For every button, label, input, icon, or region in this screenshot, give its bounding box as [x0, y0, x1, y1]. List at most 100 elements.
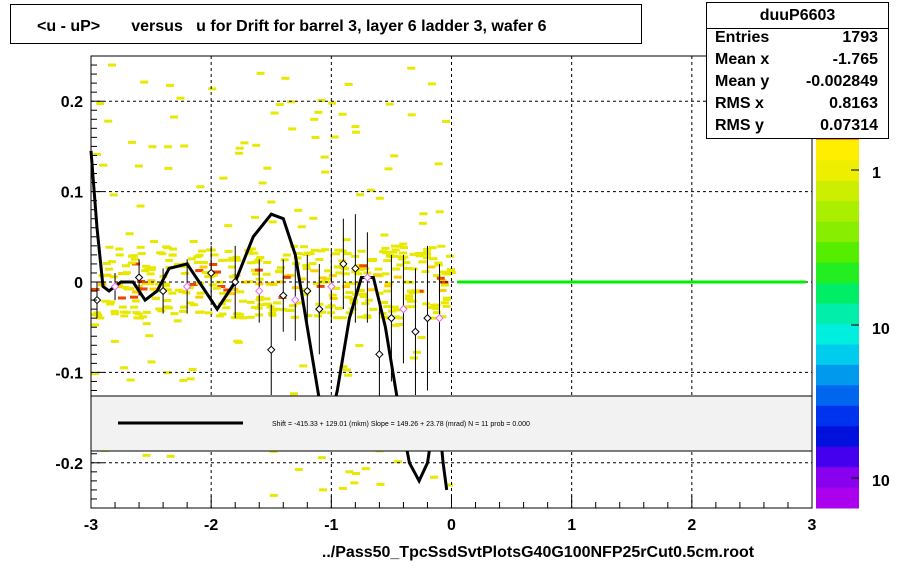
heatmap-cell	[304, 314, 313, 318]
heatmap-cell	[137, 279, 146, 283]
palette-band	[816, 364, 859, 386]
heatmap-cell	[366, 188, 375, 192]
heatmap-cell	[356, 288, 365, 292]
heatmap-cell	[403, 267, 412, 271]
heatmap-cell	[429, 257, 438, 261]
heatmap-cell	[187, 257, 196, 261]
heatmap-cell	[257, 303, 266, 307]
palette-band	[816, 426, 859, 448]
heatmap-cell	[212, 286, 221, 290]
heatmap-cell	[110, 309, 119, 313]
palette-band	[816, 487, 859, 509]
heatmap-cell	[92, 152, 101, 156]
heatmap-cell	[308, 262, 317, 266]
heatmap-cell	[434, 263, 443, 267]
heatmap-cell	[179, 305, 188, 309]
heatmap-cell	[399, 246, 408, 250]
heatmap-cell	[173, 319, 182, 323]
heatmap-cell	[325, 305, 334, 309]
heatmap-cell	[324, 269, 333, 273]
heatmap-cell	[138, 315, 147, 319]
heatmap-cell	[142, 322, 151, 326]
heatmap-cell	[364, 298, 373, 302]
heatmap-cell	[107, 260, 116, 264]
heatmap-cell	[165, 83, 174, 87]
heatmap-cell	[268, 220, 277, 224]
axis-ticks	[90, 55, 813, 509]
heatmap-cell	[444, 272, 453, 276]
footer-filename: ../Pass50_TpcSsdSvtPlotsG40G100NFP25rCut…	[322, 544, 755, 561]
stats-label: Entries	[715, 29, 770, 46]
heatmap-cell	[331, 252, 340, 256]
heatmap-cell	[267, 282, 276, 286]
heatmap-cell	[268, 311, 277, 315]
heatmap-cell	[383, 259, 392, 263]
heatmap-cell	[127, 261, 136, 265]
heatmap-cell	[380, 300, 389, 304]
heatmap-cell	[344, 373, 353, 377]
profile-point	[351, 264, 360, 273]
y-tick-label: -0.1	[55, 365, 83, 382]
heatmap-cell	[357, 249, 366, 253]
heatmap-cell	[426, 306, 435, 310]
heatmap-cell	[317, 98, 326, 102]
heatmap-cell	[393, 275, 402, 279]
fit-legend-box: Shift = -415.33 + 129.01 (mkm) Slope = 1…	[90, 395, 813, 452]
heatmap-cell	[147, 279, 156, 283]
heatmap-cell	[286, 308, 295, 312]
palette-band	[816, 405, 859, 427]
heatmap-cell	[254, 258, 263, 262]
stats-label: Mean x	[715, 51, 770, 68]
heatmap-cell	[321, 248, 330, 252]
heatmap-cell	[341, 285, 350, 289]
heatmap-cell	[247, 261, 256, 265]
heatmap-cell	[392, 267, 401, 271]
heatmap-cell	[375, 291, 384, 295]
heatmap-cell	[151, 296, 160, 300]
heatmap-cell	[376, 482, 385, 486]
heatmap-cell	[252, 260, 261, 264]
heatmap-cell	[390, 254, 399, 258]
heatmap-cell	[341, 272, 350, 276]
heatmap-cell	[219, 176, 228, 180]
heatmap-cell	[180, 144, 189, 148]
heatmap-cell	[288, 127, 297, 131]
heatmap-cell	[101, 299, 110, 303]
stats-value: 0.8163	[829, 95, 878, 112]
heatmap-cell	[334, 306, 343, 310]
heatmap-cell	[109, 193, 118, 197]
profile-point	[411, 327, 420, 336]
heatmap-cell	[367, 288, 376, 292]
heatmap-cell	[193, 255, 202, 259]
heatmap-cell	[222, 306, 231, 310]
heatmap-cell	[150, 240, 159, 244]
heatmap-cell	[182, 291, 191, 295]
stats-value: 0.07314	[820, 117, 878, 134]
heatmap-cell	[256, 71, 265, 75]
heatmap-cell	[396, 255, 405, 259]
profile-point	[158, 286, 168, 296]
palette-band	[816, 140, 859, 161]
heatmap-cell	[110, 312, 119, 316]
heatmap-cell	[148, 145, 157, 149]
profile-point	[110, 282, 120, 291]
heatmap-cell	[338, 486, 347, 490]
heatmap-cell	[436, 276, 445, 280]
heatmap-cell	[391, 248, 400, 252]
heatmap-cell	[314, 314, 323, 318]
y-tick-label: 0	[74, 275, 83, 292]
heatmap-cell	[373, 273, 382, 277]
heatmap-cell	[381, 272, 390, 276]
heatmap-cell	[129, 254, 138, 258]
heatmap-cell	[256, 255, 265, 259]
heatmap-cell	[408, 305, 417, 309]
heatmap-cell	[145, 334, 154, 338]
heatmap-cell	[330, 135, 339, 139]
profile-point	[303, 286, 312, 296]
stats-value: -1.765	[832, 51, 878, 68]
heatmap-cell	[163, 371, 172, 375]
palette-label: 10	[872, 473, 890, 490]
heatmap-cell	[354, 272, 363, 276]
heatmap-cell	[412, 350, 421, 354]
heatmap-cell	[418, 260, 427, 264]
